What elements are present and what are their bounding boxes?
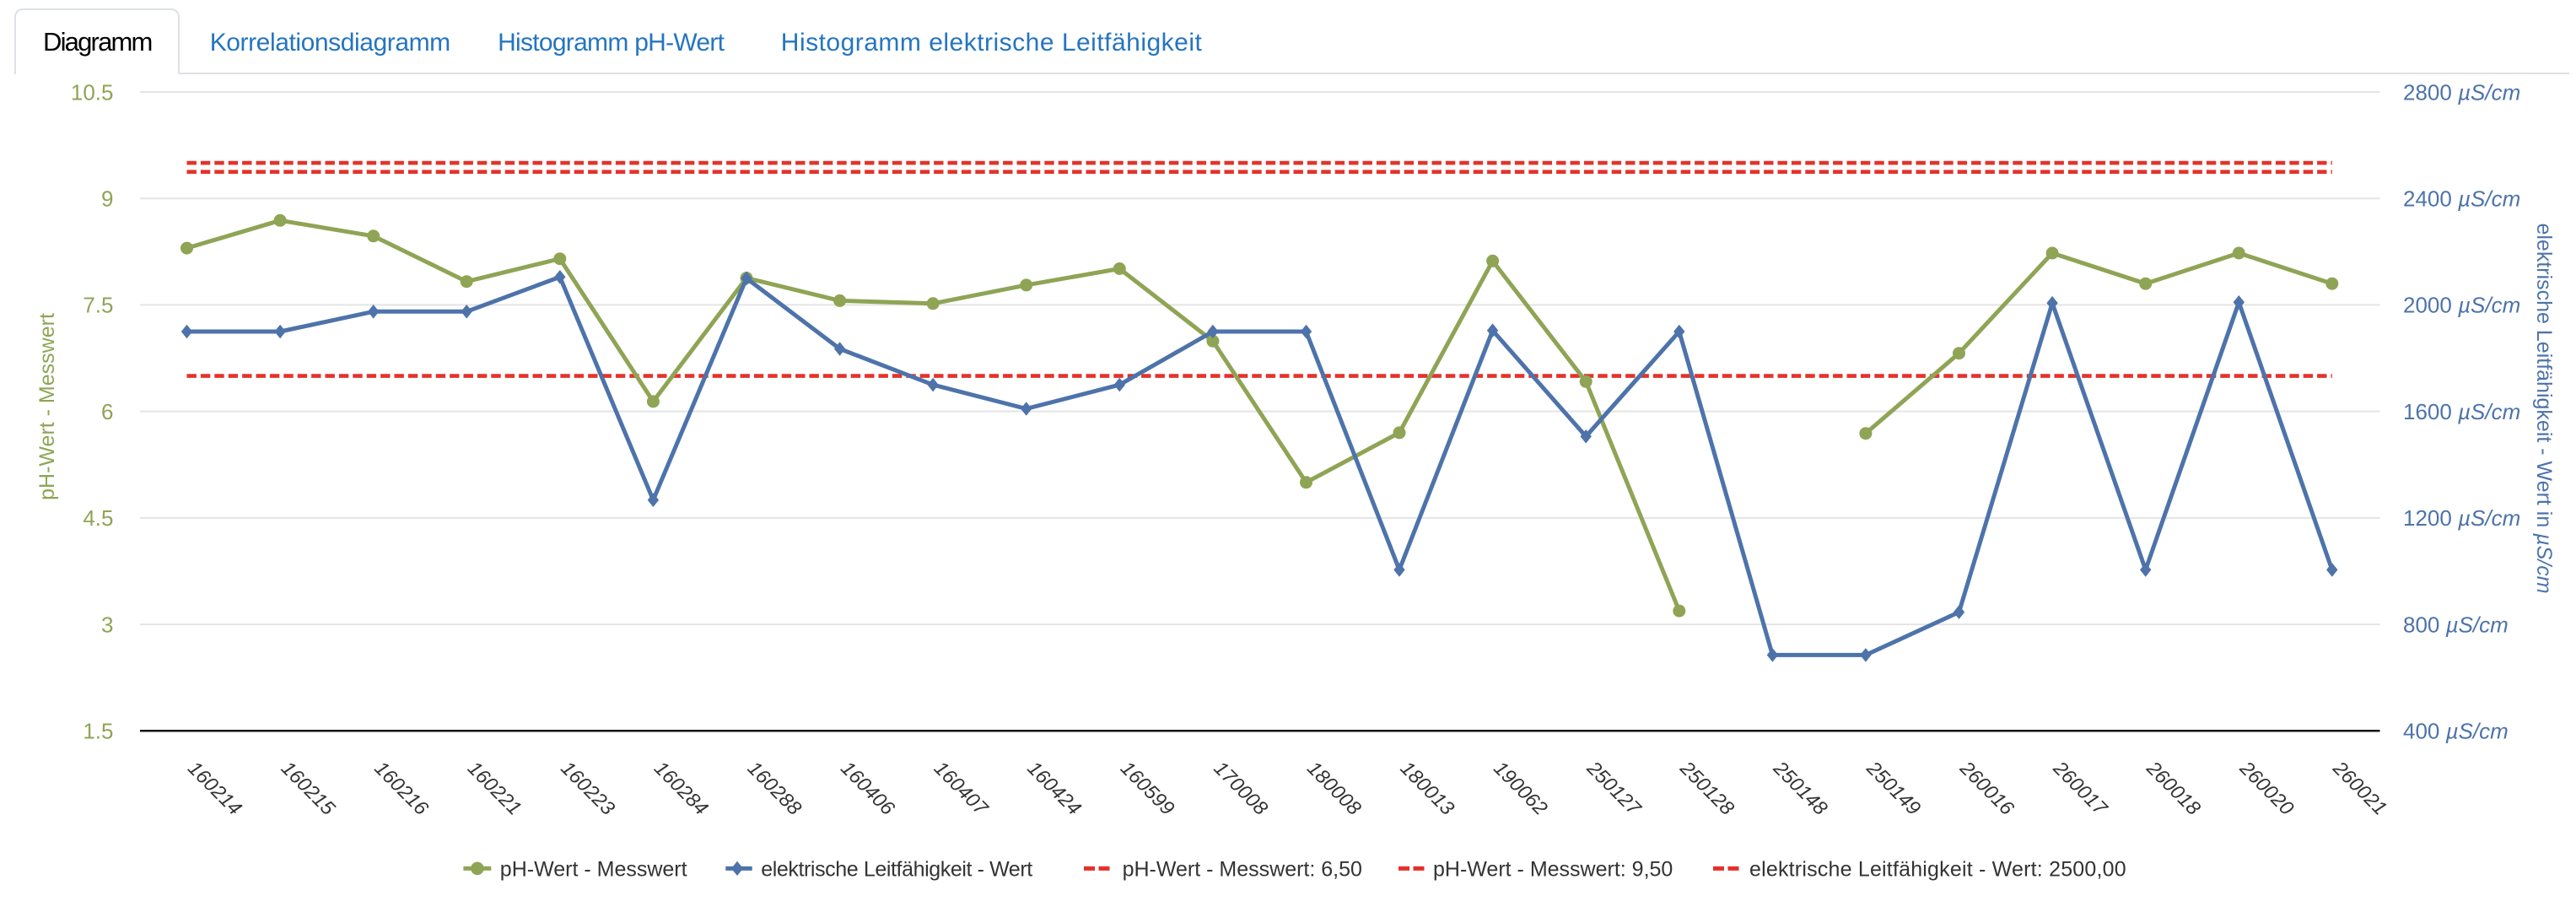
svg-text:2000 µS/cm: 2000 µS/cm [2403,293,2520,318]
svg-text:elektrische Leitfähigkeit - We: elektrische Leitfähigkeit - Wert in µS/c… [2532,223,2556,593]
svg-text:4.5: 4.5 [83,505,113,531]
svg-text:160406: 160406 [837,757,899,819]
svg-text:160214: 160214 [184,757,246,819]
svg-text:160223: 160223 [557,757,619,819]
svg-text:170008: 170008 [1210,757,1272,819]
svg-text:250149: 250149 [1862,756,1926,819]
svg-text:6: 6 [101,399,113,424]
svg-text:260017: 260017 [2049,756,2112,819]
svg-text:160407: 160407 [930,757,993,819]
svg-text:260016: 260016 [1955,756,2018,819]
svg-text:2400 µS/cm: 2400 µS/cm [2403,186,2520,212]
svg-text:pH-Wert - Messwert: pH-Wert - Messwert [35,313,59,500]
svg-text:160424: 160424 [1023,757,1086,819]
svg-text:160216: 160216 [370,757,433,819]
svg-text:1200 µS/cm: 1200 µS/cm [2403,505,2520,531]
svg-text:1.5: 1.5 [83,719,113,744]
svg-text:160599: 160599 [1117,757,1179,819]
svg-text:160215: 160215 [278,757,340,819]
svg-text:3: 3 [101,612,113,637]
svg-text:180013: 180013 [1396,757,1458,819]
svg-text:pH-Wert - Messwert: 6,50: pH-Wert - Messwert: 6,50 [1123,857,1362,881]
svg-text:260020: 260020 [2235,756,2298,819]
svg-text:250127: 250127 [1582,756,1646,819]
svg-text:260018: 260018 [2142,756,2205,819]
svg-text:800 µS/cm: 800 µS/cm [2403,612,2509,637]
svg-text:pH-Wert - Messwert: 9,50: pH-Wert - Messwert: 9,50 [1433,857,1673,881]
svg-text:190062: 190062 [1490,757,1552,819]
svg-text:2800 µS/cm: 2800 µS/cm [2403,79,2520,105]
svg-text:7.5: 7.5 [83,293,113,318]
svg-text:10.5: 10.5 [71,79,114,105]
svg-text:250148: 250148 [1769,756,1832,819]
svg-text:250128: 250128 [1676,756,1739,819]
svg-text:400 µS/cm: 400 µS/cm [2403,719,2509,744]
svg-text:pH-Wert - Messwert: pH-Wert - Messwert [500,857,687,881]
svg-text:160284: 160284 [650,757,713,819]
svg-text:260021: 260021 [2329,756,2392,819]
svg-text:1600 µS/cm: 1600 µS/cm [2403,399,2520,424]
svg-text:elektrische Leitfähigkeit - We: elektrische Leitfähigkeit - Wert [761,857,1032,881]
svg-text:160221: 160221 [464,757,526,819]
svg-text:elektrische Leitfähigkeit - We: elektrische Leitfähigkeit - Wert: 2500,0… [1749,857,2126,881]
svg-text:9: 9 [101,186,113,212]
svg-text:160288: 160288 [743,757,806,819]
svg-text:180008: 180008 [1303,757,1366,819]
